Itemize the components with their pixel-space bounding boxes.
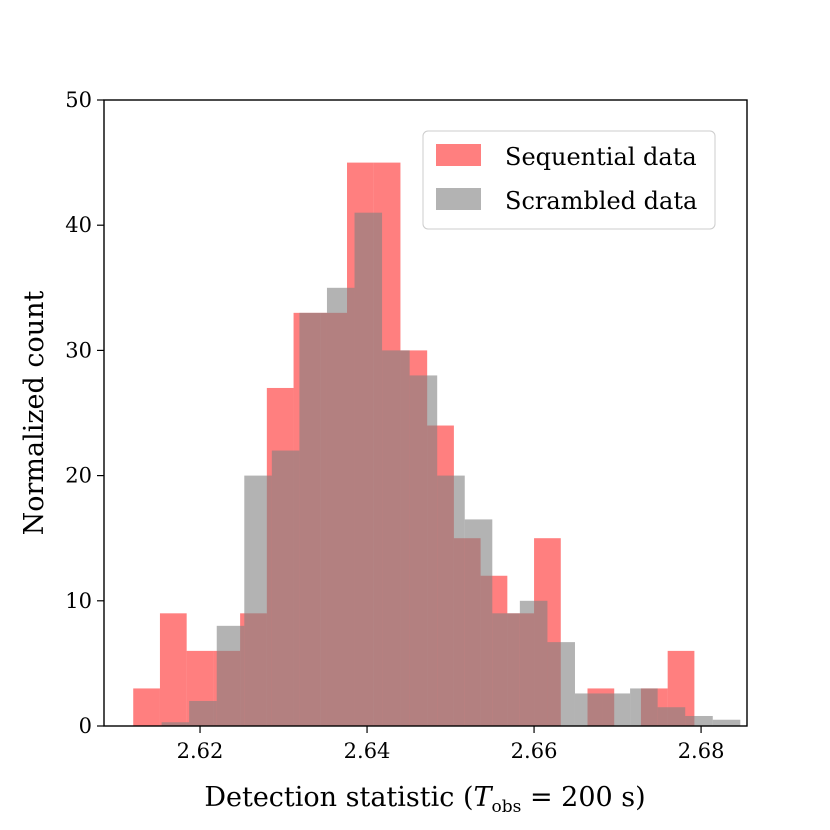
y-axis-label: Normalized count	[19, 290, 50, 535]
bar-scrambled-7	[354, 212, 383, 726]
bar-scrambled-19	[685, 715, 713, 726]
y-tick-label: 0	[79, 714, 92, 738]
bar-scrambled-20	[712, 719, 741, 726]
x-tick-label: 2.68	[678, 739, 725, 763]
bar-scrambled-16	[602, 693, 631, 726]
bar-sequential-0	[133, 688, 160, 726]
y-tick-label: 50	[65, 88, 92, 112]
bar-scrambled-1	[189, 700, 217, 726]
legend: Sequential data Scrambled data	[422, 130, 716, 230]
legend-swatch-scrambled	[436, 188, 481, 210]
bar-scrambled-17	[630, 688, 658, 726]
bar-scrambled-10	[437, 475, 465, 726]
bar-scrambled-14	[547, 642, 575, 726]
plot-frame	[103, 99, 748, 727]
bar-scrambled-4	[271, 450, 300, 726]
bar-scrambled-5	[299, 312, 327, 726]
legend-box	[422, 130, 716, 230]
bar-scrambled-8	[382, 350, 410, 726]
bar-scrambled-9	[409, 375, 438, 726]
y-tick-label: 40	[65, 213, 92, 237]
x-tick-label: 2.66	[511, 739, 558, 763]
bar-scrambled-13	[519, 600, 548, 726]
bar-scrambled-18	[657, 707, 686, 726]
bar-scrambled-12	[492, 613, 520, 726]
y-axis-ticks: 0 10 20 30 40 50	[65, 88, 104, 738]
x-tick-label: 2.64	[344, 739, 391, 763]
x-tick-label: 2.62	[177, 739, 224, 763]
bar-sequential-1	[159, 613, 187, 726]
bar-scrambled-3	[244, 475, 272, 726]
legend-swatch-sequential	[436, 144, 481, 166]
bar-scrambled-15	[574, 693, 603, 726]
y-tick-label: 30	[65, 338, 92, 362]
x-axis-ticks: 2.62 2.64 2.66 2.68	[177, 726, 725, 763]
legend-label-sequential: Sequential data	[505, 143, 697, 171]
legend-label-scrambled: Scrambled data	[505, 187, 697, 215]
bar-scrambled-6	[326, 287, 355, 726]
bars-group	[133, 162, 741, 727]
bar-scrambled-0	[161, 722, 190, 726]
y-tick-label: 10	[65, 589, 92, 613]
bar-scrambled-11	[464, 519, 493, 726]
y-tick-label: 20	[65, 464, 92, 488]
x-axis-label: Detection statistic (Tobs = 200 s)	[204, 782, 645, 817]
bar-scrambled-2	[216, 625, 245, 726]
